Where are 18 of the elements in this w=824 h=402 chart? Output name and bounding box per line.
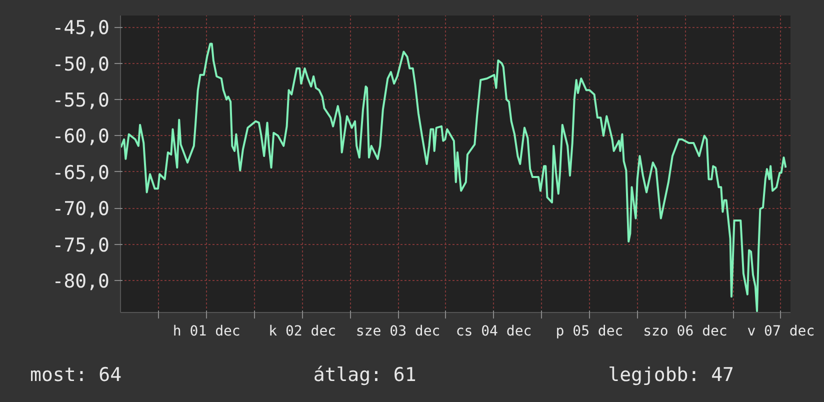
x-tick-label: v 07 dec	[747, 324, 815, 340]
y-tick-label: -55,0	[52, 90, 110, 112]
x-tick-label: h 01 dec	[172, 324, 240, 340]
text: most: 64	[30, 363, 122, 388]
x-tick-label: p 05 dec	[556, 324, 624, 340]
text: átlag: 61	[313, 363, 416, 388]
x-tick-label: k 02 dec	[268, 324, 336, 340]
text: legjobb: 47	[608, 363, 734, 388]
y-tick-label: -75,0	[52, 234, 110, 256]
y-tick-label: -70,0	[52, 198, 110, 220]
x-tick-label: szo 06 dec	[643, 324, 728, 340]
y-tick-label: -80,0	[52, 270, 110, 293]
y-tick-label: -60,0	[52, 126, 110, 148]
y-tick-label: -45,0	[52, 17, 110, 40]
y-tick-label: -65,0	[52, 162, 110, 184]
x-tick-label: cs 04 dec	[456, 324, 532, 340]
y-tick-label: -50,0	[52, 53, 110, 76]
x-tick-label: sze 03 dec	[356, 324, 440, 340]
